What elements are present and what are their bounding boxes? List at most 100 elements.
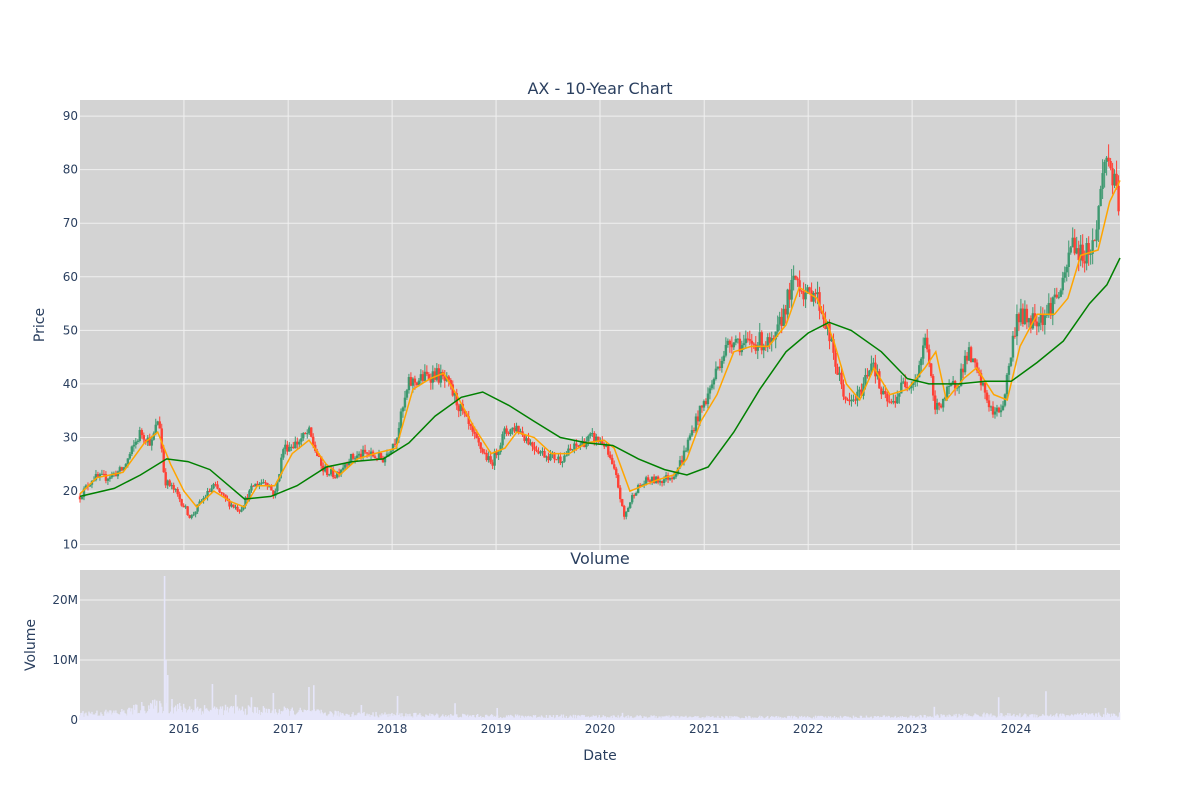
candle-body [922, 345, 925, 359]
volume-bar [230, 705, 233, 720]
volume-bar [1005, 715, 1007, 720]
volume-bar [723, 718, 725, 720]
candle-body [680, 460, 684, 463]
candle-body [704, 401, 708, 405]
candle-body [375, 458, 379, 460]
candle-body [567, 448, 570, 456]
volume-bar [85, 712, 87, 720]
volume-bar [128, 707, 130, 720]
candle-body [854, 399, 857, 401]
price-y-tick-label: 90 [63, 109, 78, 123]
volume-bar [669, 718, 671, 720]
volume-bar [417, 714, 419, 720]
candle-body [830, 339, 833, 342]
volume-bar [984, 717, 986, 720]
volume-bar [228, 708, 231, 720]
candle-body [292, 446, 295, 449]
volume-bar [265, 708, 268, 720]
volume-bar [913, 715, 915, 720]
volume-bar [1013, 713, 1015, 720]
x-tick-label: 2023 [897, 722, 928, 736]
candle-body [513, 427, 516, 432]
volume-bar [910, 715, 912, 720]
volume-bar [411, 716, 413, 720]
volume-bar [346, 713, 348, 720]
volume-bar [506, 716, 509, 720]
candle-body [294, 441, 297, 449]
volume-bar [924, 715, 926, 720]
volume-bar [750, 717, 752, 720]
volume-bar [855, 717, 858, 720]
candle-body [208, 490, 211, 492]
candle-body [872, 362, 875, 364]
candle-body [469, 423, 472, 426]
candle-body [1101, 173, 1104, 189]
volume-bar [647, 717, 649, 720]
candle-body [979, 373, 983, 386]
volume-bar [446, 717, 448, 720]
volume-bar [439, 717, 441, 720]
candle-body [559, 456, 562, 464]
volume-bar [600, 717, 602, 720]
volume-bar [87, 716, 89, 720]
volume-bar [598, 715, 600, 720]
candle-body [760, 332, 763, 351]
candle-body [110, 473, 114, 478]
volume-bar [1080, 713, 1082, 720]
volume-bar [141, 702, 143, 720]
volume-bar [959, 715, 961, 720]
candle-body [1041, 314, 1045, 325]
volume-bar [396, 696, 399, 720]
volume-bar [461, 717, 463, 720]
volume-bar [1049, 715, 1051, 720]
candle-body [527, 438, 530, 445]
volume-bar [1098, 714, 1101, 720]
volume-bar [156, 700, 158, 720]
volume-bar [816, 716, 819, 720]
volume-bar [88, 711, 90, 720]
candle-body [236, 506, 239, 511]
volume-y-gridlines [80, 599, 1120, 661]
volume-bar [207, 711, 210, 720]
volume-bar [189, 710, 192, 720]
volume-bar [832, 717, 835, 720]
volume-bar [1075, 714, 1077, 720]
volume-bar [804, 717, 807, 720]
volume-bar [388, 713, 390, 720]
volume-bar [1058, 717, 1060, 720]
volume-bar [210, 710, 213, 720]
candle-body [385, 453, 389, 457]
candle-body [413, 378, 417, 383]
volume-bar [1040, 716, 1042, 720]
volume-bar [1057, 716, 1059, 720]
volume-bar [695, 716, 697, 720]
candle-body [963, 355, 967, 373]
volume-bar [857, 717, 860, 720]
volume-bar [367, 715, 369, 720]
volume-bar [563, 717, 566, 720]
volume-bar [249, 707, 252, 720]
candle-body [541, 451, 544, 453]
candle-body [262, 482, 265, 484]
volume-bar [699, 717, 701, 720]
volume-bar [952, 716, 954, 720]
volume-bar [637, 716, 639, 720]
candle-body [999, 410, 1003, 413]
volume-bar [980, 716, 982, 720]
candle-body [914, 381, 917, 383]
volume-bar [299, 707, 301, 720]
volume-bar [516, 714, 519, 720]
candle-body [971, 358, 975, 363]
volume-bar [370, 714, 372, 720]
volume-bar [967, 716, 969, 720]
volume-bar [443, 716, 445, 720]
volume-bar [132, 714, 134, 720]
candle-body [393, 443, 397, 445]
volume-bar [654, 717, 656, 720]
volume-bar [993, 715, 995, 720]
candle-body [1029, 318, 1033, 329]
volume-bar [615, 717, 617, 720]
volume-bar [559, 716, 562, 720]
volume-bar [665, 715, 667, 720]
volume-bar [192, 710, 195, 720]
